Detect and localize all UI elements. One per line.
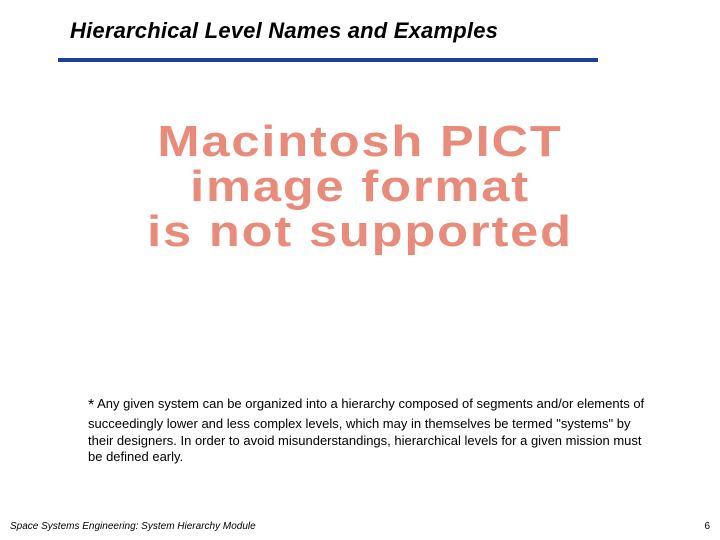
error-line-2: image format bbox=[0, 165, 720, 210]
error-line-3: is not supported bbox=[0, 210, 720, 255]
footnote: * Any given system can be organized into… bbox=[88, 396, 650, 465]
error-line-1: Macintosh PICT bbox=[0, 120, 720, 165]
footnote-asterisk: * bbox=[88, 397, 94, 414]
footer-text: Space Systems Engineering: System Hierar… bbox=[10, 521, 256, 532]
slide: Hierarchical Level Names and Examples Ma… bbox=[0, 0, 720, 540]
slide-title: Hierarchical Level Names and Examples bbox=[70, 18, 680, 44]
pict-error-message: Macintosh PICT image format is not suppo… bbox=[40, 120, 680, 255]
page-number: 6 bbox=[704, 521, 710, 532]
footnote-text: Any given system can be organized into a… bbox=[88, 396, 644, 464]
title-underline bbox=[58, 58, 598, 62]
